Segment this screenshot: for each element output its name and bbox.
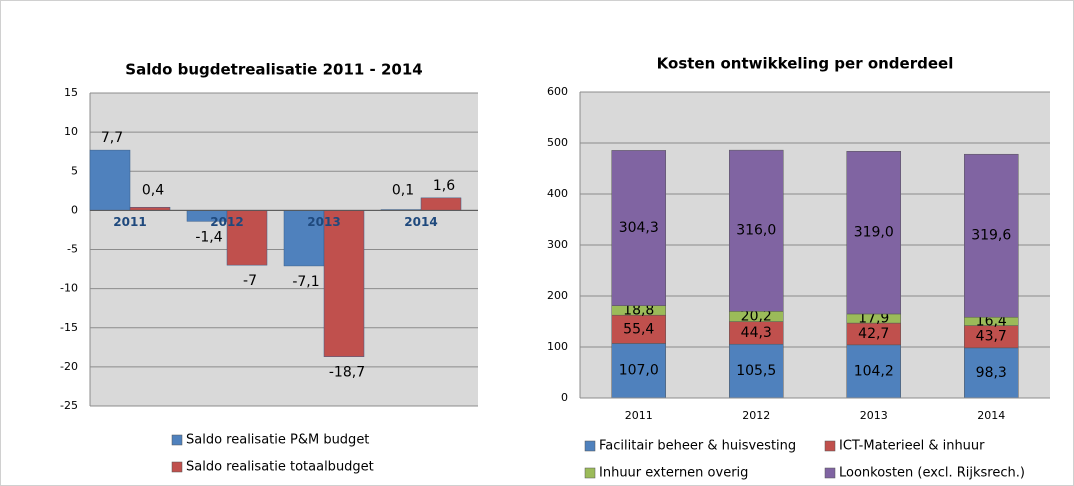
value-label: 107,0 bbox=[619, 363, 659, 379]
x-tick-label: 2012 bbox=[742, 409, 770, 422]
value-label: 319,6 bbox=[971, 228, 1011, 244]
y-tick-label: 600 bbox=[547, 85, 568, 98]
y-tick-label: 5 bbox=[71, 164, 78, 177]
bar-segment bbox=[964, 153, 1019, 318]
y-tick-label: -15 bbox=[60, 321, 78, 334]
y-tick-label: -20 bbox=[60, 360, 78, 373]
legend-label: Saldo realisatie P&M budget bbox=[186, 433, 369, 448]
x-tick-label: 2011 bbox=[113, 215, 146, 229]
y-tick-label: 500 bbox=[547, 136, 568, 149]
bar-segment bbox=[846, 344, 901, 399]
legend-swatch bbox=[584, 467, 596, 479]
y-tick-label: -10 bbox=[60, 282, 78, 295]
x-tick-label: 2013 bbox=[307, 215, 340, 229]
x-tick-label: 2013 bbox=[860, 409, 888, 422]
bar-segment bbox=[611, 314, 666, 344]
bar-segment bbox=[729, 343, 784, 399]
y-tick-label: -5 bbox=[67, 243, 78, 256]
bar-segment bbox=[964, 347, 1019, 399]
value-label: 316,0 bbox=[736, 223, 776, 239]
x-tick-label: 2012 bbox=[210, 215, 243, 229]
y-tick-label: 400 bbox=[547, 187, 568, 200]
x-tick-label: 2014 bbox=[977, 409, 1005, 422]
legend-swatch bbox=[824, 440, 836, 452]
value-label: 18,8 bbox=[623, 302, 654, 318]
legend-label: Loonkosten (excl. Rijksrech.) bbox=[839, 466, 1025, 481]
legend-label: Facilitair beheer & huisvesting bbox=[599, 439, 796, 454]
value-label: -7 bbox=[243, 273, 257, 289]
x-tick-label: 2011 bbox=[625, 409, 653, 422]
y-tick-label: 200 bbox=[547, 289, 568, 302]
value-label: 44,3 bbox=[741, 325, 772, 341]
value-label: 304,3 bbox=[619, 220, 659, 236]
y-tick-label: 10 bbox=[64, 125, 78, 138]
value-label: -1,4 bbox=[195, 229, 222, 245]
value-label: 319,0 bbox=[854, 225, 894, 241]
legend-swatch bbox=[824, 467, 836, 479]
legend-swatch bbox=[584, 440, 596, 452]
y-tick-label: 100 bbox=[547, 340, 568, 353]
bar-segment bbox=[729, 149, 784, 312]
y-tick-label: 15 bbox=[64, 86, 78, 99]
value-label: 17,9 bbox=[858, 311, 889, 327]
value-label: 0,4 bbox=[142, 182, 164, 198]
bar bbox=[420, 197, 462, 211]
value-label: 20,2 bbox=[741, 308, 772, 324]
y-tick-label: 300 bbox=[547, 238, 568, 251]
value-label: -7,1 bbox=[292, 274, 319, 290]
y-tick-label: 0 bbox=[561, 391, 568, 404]
value-label: 104,2 bbox=[854, 363, 894, 379]
value-label: 98,3 bbox=[976, 365, 1007, 381]
bar-segment bbox=[611, 150, 666, 306]
y-tick-label: -25 bbox=[60, 399, 78, 412]
legend-swatch bbox=[171, 461, 183, 473]
value-label: 105,5 bbox=[736, 363, 776, 379]
value-label: 55,4 bbox=[623, 321, 654, 337]
value-label: 7,7 bbox=[101, 130, 123, 146]
legend-label: ICT-Materieel & inhuur bbox=[839, 439, 985, 454]
legend-label: Inhuur externen overig bbox=[599, 466, 748, 481]
y-tick-label: 0 bbox=[71, 203, 78, 216]
value-label: 0,1 bbox=[392, 182, 414, 198]
value-label: -18,7 bbox=[329, 365, 365, 381]
chart-title: Kosten ontwikkeling per onderdeel bbox=[657, 55, 954, 73]
value-label: 43,7 bbox=[976, 329, 1007, 345]
value-label: 42,7 bbox=[858, 326, 889, 342]
legend-swatch bbox=[171, 434, 183, 446]
bar-segment bbox=[846, 151, 901, 315]
legend-label: Saldo realisatie totaalbudget bbox=[186, 460, 374, 475]
x-tick-label: 2014 bbox=[404, 215, 437, 229]
bar bbox=[89, 149, 131, 211]
bar bbox=[323, 210, 365, 357]
value-label: 1,6 bbox=[433, 178, 455, 194]
chart-title: Saldo bugdetrealisatie 2011 - 2014 bbox=[125, 61, 422, 79]
